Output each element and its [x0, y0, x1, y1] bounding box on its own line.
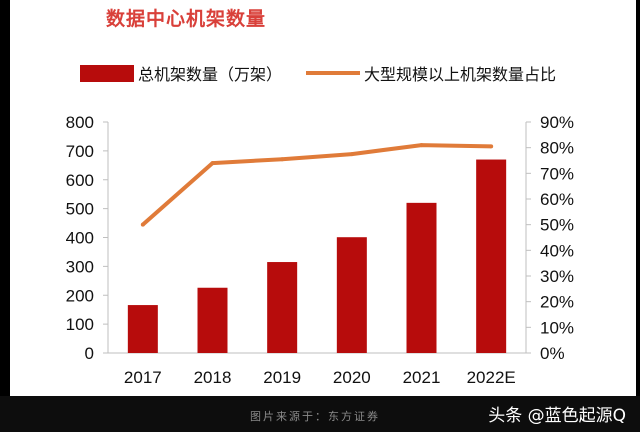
legend: 总机架数量（万架） 大型规模以上机架数量占比 [80, 65, 556, 84]
share-point-2019 [280, 157, 285, 162]
x-tick-label: 2020 [333, 368, 371, 387]
share-point-2022E [489, 144, 494, 149]
bar-2022E [476, 159, 507, 353]
share-point-2020 [349, 152, 354, 157]
y-left-tick-label: 300 [66, 257, 94, 276]
y-right-tick-label: 0% [540, 344, 565, 363]
y-right-tick-label: 70% [540, 164, 574, 183]
legend-swatch-bar [80, 65, 134, 82]
share-point-2017 [140, 222, 145, 227]
footer-bar: 图片来源于：东方证券 头条 @蓝色起源Q [0, 396, 640, 432]
plot-area: 0 100 200 300 400 500 600 700 800 0% 10% 20% 30% 40% 5… [66, 113, 574, 387]
y-right-tick-label: 50% [540, 216, 574, 235]
bar-2019 [267, 262, 298, 353]
x-tick-label: 2022E [467, 368, 516, 387]
share-point-2018 [210, 161, 215, 166]
y-right-tick-label: 90% [540, 113, 574, 132]
chart-svg: 总机架数量（万架） 大型规模以上机架数量占比 0 100 200 300 400 500 6… [66, 65, 574, 387]
bar-2020 [336, 237, 367, 353]
chart-panel: 数据中心机架数量 总机架数量（万架） 大型规模以上机架数量占比 0 100 200 3… [10, 0, 636, 396]
y-right-tick-label: 20% [540, 293, 574, 312]
share-point-2021 [419, 143, 424, 148]
share-line [141, 143, 492, 227]
image-source-caption: 图片来源于：东方证券 [250, 410, 380, 423]
watermark: 头条 @蓝色起源Q [488, 406, 626, 426]
y-left-tick-label: 0 [85, 344, 94, 363]
x-tick-label: 2018 [194, 368, 232, 387]
legend-label-line: 大型规模以上机架数量占比 [364, 65, 556, 84]
y-left-tick-label: 600 [66, 171, 94, 190]
bar-2021 [406, 202, 437, 353]
bar-2017 [127, 305, 158, 353]
y-right-tick-label: 80% [540, 139, 574, 158]
y-left-tick-label: 800 [66, 113, 94, 132]
y-left-tick-label: 200 [66, 286, 94, 305]
bar-2018 [197, 287, 228, 353]
x-tick-label: 2019 [263, 368, 301, 387]
legend-label-bar: 总机架数量（万架） [138, 65, 282, 84]
y-right-tick-label: 30% [540, 267, 574, 286]
x-tick-label: 2021 [403, 368, 441, 387]
y-left-tick-label: 700 [66, 142, 94, 161]
y-left-tick-label: 400 [66, 229, 94, 248]
x-tick-label: 2017 [124, 368, 162, 387]
y-right-tick-label: 60% [540, 190, 574, 209]
chart-title: 数据中心机架数量 [106, 8, 267, 30]
y-right-tick-label: 10% [540, 318, 574, 337]
y-left-tick-label: 100 [66, 315, 94, 334]
y-left-tick-label: 500 [66, 200, 94, 219]
y-right-tick-label: 40% [540, 241, 574, 260]
